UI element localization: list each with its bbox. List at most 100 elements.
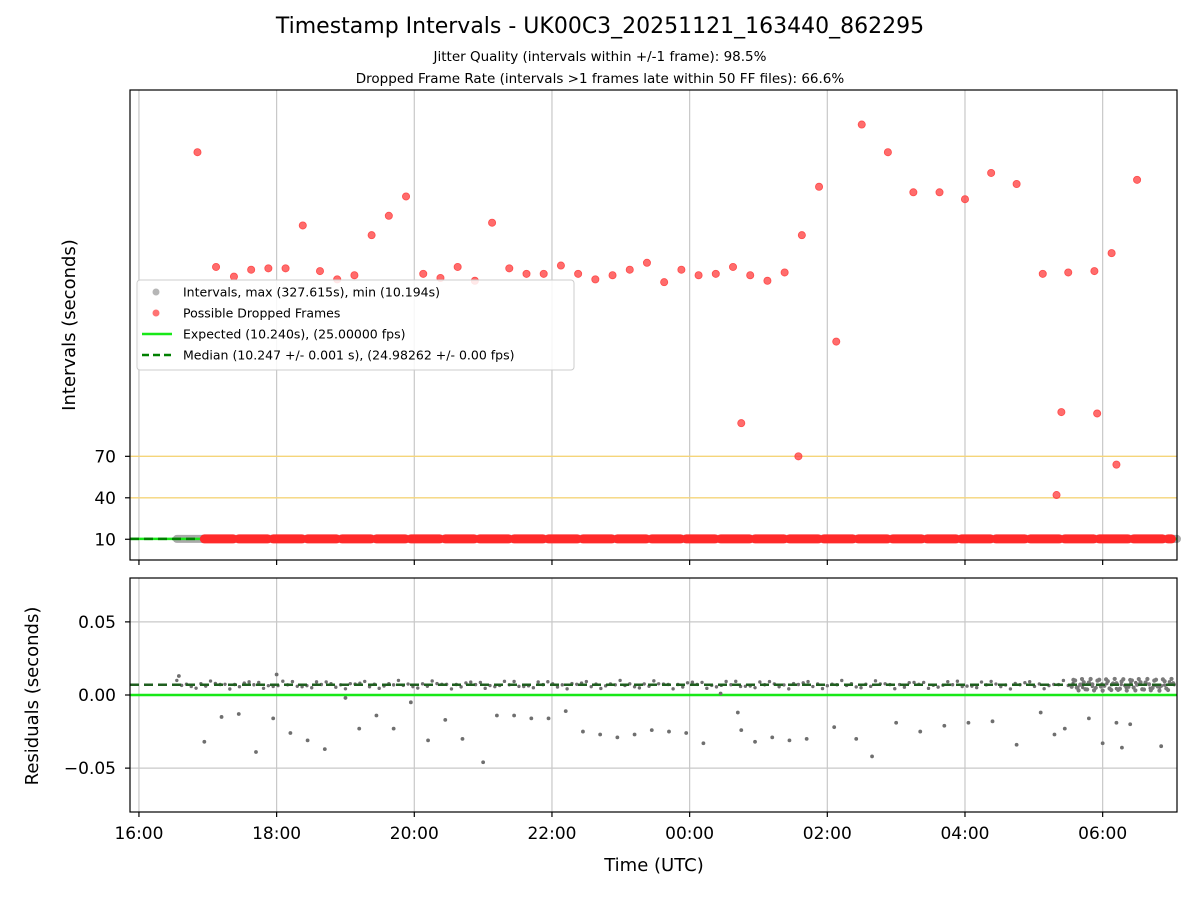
- residual-point: [502, 679, 507, 684]
- x-tick-label: 02:00: [803, 824, 852, 844]
- residual-point: [893, 687, 897, 691]
- residual-point: [266, 683, 271, 688]
- residual-point: [247, 680, 251, 684]
- top-panel-frame: [129, 89, 1178, 561]
- residual-point: [1129, 678, 1135, 683]
- bottom-y-axis-label: Residuals (seconds): [22, 607, 43, 786]
- residual-point: [599, 686, 603, 691]
- residual-point: [575, 682, 579, 686]
- x-tick-label: 06:00: [1078, 824, 1127, 844]
- residual-point: [469, 680, 473, 684]
- residual-outlier-point: [598, 732, 603, 737]
- dropped-frame-point: [660, 278, 669, 287]
- residual-point: [1112, 676, 1117, 682]
- residual-point: [391, 683, 396, 687]
- top-panel-data: [130, 120, 1181, 544]
- residual-point: [705, 686, 709, 691]
- residual-point: [1088, 676, 1093, 682]
- dropped-frame-point: [737, 419, 746, 428]
- residual-point: [734, 679, 738, 684]
- residual-point: [175, 678, 179, 683]
- residual-point: [512, 679, 516, 684]
- x-tick-label: 00:00: [665, 824, 714, 844]
- legend-box: [136, 279, 575, 371]
- residual-outlier-point: [870, 754, 874, 759]
- residual-outlier-point: [1159, 744, 1164, 749]
- residual-point: [1162, 683, 1167, 687]
- residual-point: [979, 680, 984, 684]
- residual-outlier-point: [1052, 732, 1057, 737]
- residual-outlier-point: [391, 726, 396, 731]
- residual-point: [642, 682, 646, 686]
- residual-point: [560, 683, 564, 687]
- residual-outlier-point: [615, 735, 620, 740]
- dropped-frame-point: [1093, 409, 1102, 418]
- dropped-frame-point: [539, 269, 548, 278]
- residual-point: [806, 679, 810, 684]
- residual-outlier-point: [408, 700, 413, 705]
- bottom-y-tick-label: 0.00: [78, 686, 116, 706]
- dropped-frame-point: [642, 258, 651, 267]
- residual-point: [1124, 688, 1129, 693]
- residual-point: [656, 682, 661, 686]
- residual-outlier-point: [739, 728, 744, 732]
- top-y-tick-label: 70: [94, 447, 116, 467]
- residual-point: [902, 685, 907, 689]
- dropped-frame-point: [522, 269, 531, 278]
- residual-outlier-point: [426, 738, 430, 743]
- residual-outlier-point: [804, 736, 809, 741]
- dropped-frame-point: [193, 148, 202, 157]
- residual-point: [1150, 685, 1155, 690]
- dropped-frame-point: [780, 268, 789, 277]
- dropped-frame-point: [794, 452, 803, 461]
- residual-point: [873, 679, 878, 683]
- residual-point: [974, 685, 979, 690]
- residual-point: [1138, 680, 1143, 685]
- dropped-frame-point: [815, 182, 824, 191]
- residual-outlier-point: [481, 760, 486, 765]
- residual-outlier-point: [990, 719, 995, 724]
- top-y-axis-label: Intervals (seconds): [59, 239, 80, 411]
- dropped-frame-point: [763, 276, 772, 285]
- x-tick-label: 16:00: [114, 824, 163, 844]
- residual-point: [1165, 687, 1171, 693]
- x-axis-label: Time (UTC): [603, 855, 704, 876]
- residual-outlier-point: [288, 731, 293, 735]
- axes-frames: [129, 89, 1178, 813]
- dropped-frame-point: [315, 267, 324, 276]
- residual-point: [1090, 682, 1095, 687]
- residual-point: [420, 682, 425, 686]
- residual-point: [868, 684, 873, 689]
- residual-point: [396, 678, 401, 683]
- bottom-panel-data: [130, 672, 1177, 765]
- residual-point: [1169, 676, 1174, 682]
- residual-point: [825, 684, 830, 688]
- dropped-frame-point: [281, 264, 290, 273]
- residual-point: [228, 687, 232, 691]
- dropped-frame-point: [505, 264, 514, 273]
- chart-subtitle-dropped: Dropped Frame Rate (intervals >1 frames …: [355, 71, 845, 87]
- legend-label: Median (10.247 +/- 0.001 s), (24.98262 +…: [183, 348, 514, 363]
- residual-outlier-point: [1062, 726, 1067, 731]
- residual-point: [700, 680, 704, 685]
- residual-point: [1109, 687, 1114, 693]
- legend-label: Intervals, max (327.615s), min (10.194s): [183, 285, 440, 300]
- residual-outlier-point: [1100, 741, 1105, 746]
- residual-outlier-point: [894, 720, 899, 725]
- residual-point: [1100, 688, 1105, 693]
- residual-outlier-point: [343, 696, 348, 700]
- residual-point: [1081, 680, 1086, 685]
- residual-outlier-point: [787, 738, 792, 743]
- residual-outlier-point: [357, 726, 362, 731]
- residual-point: [565, 687, 569, 691]
- residual-point: [652, 679, 656, 683]
- residual-outlier-point: [254, 750, 258, 754]
- dropped-frame-point: [1012, 179, 1021, 188]
- residual-point: [1117, 686, 1122, 691]
- residual-point: [1105, 679, 1110, 684]
- dropped-frame-point: [746, 271, 755, 280]
- residual-outlier-point: [236, 712, 241, 716]
- dropped-frame-point: [987, 168, 996, 177]
- dropped-frame-point: [909, 188, 918, 197]
